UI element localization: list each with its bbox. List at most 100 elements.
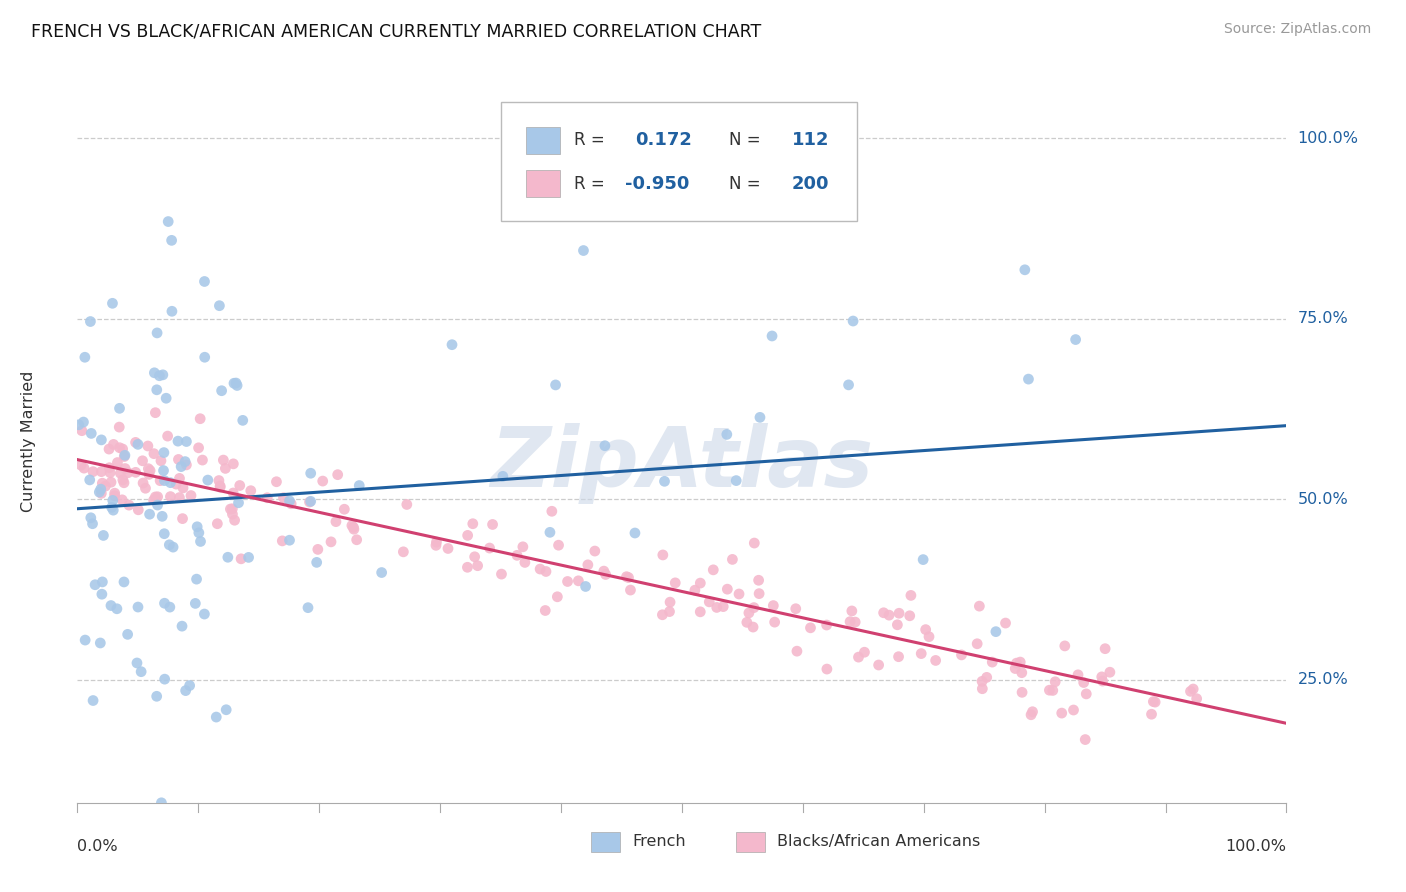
Point: [425, 535, 447, 549]
Point: [478, 541, 501, 555]
Point: [572, 244, 595, 258]
Point: [93, 528, 115, 542]
Text: Currently Married: Currently Married: [21, 371, 37, 512]
Point: [159, 490, 181, 504]
Point: [467, 558, 489, 573]
Point: [124, 466, 146, 480]
Point: [853, 645, 876, 659]
Point: [815, 662, 838, 676]
Point: [326, 467, 349, 482]
Point: [222, 376, 245, 391]
Point: [815, 618, 838, 632]
Point: [108, 441, 131, 455]
Point: [984, 624, 1007, 639]
Point: [193, 275, 215, 289]
Point: [1005, 656, 1028, 670]
Point: [595, 567, 617, 582]
Point: [152, 464, 174, 478]
Point: [143, 366, 166, 380]
Point: [799, 621, 821, 635]
Point: [716, 427, 738, 442]
Point: [725, 474, 748, 488]
Point: [900, 588, 922, 602]
Point: [683, 583, 706, 598]
Point: [697, 595, 720, 609]
Point: [98, 466, 121, 480]
Point: [464, 549, 486, 564]
Point: [742, 536, 765, 550]
Point: [142, 493, 165, 508]
Point: [738, 606, 761, 620]
Point: [238, 550, 260, 565]
Text: 100.0%: 100.0%: [1226, 838, 1286, 854]
Point: [299, 494, 322, 508]
Point: [506, 549, 529, 563]
Point: [172, 481, 194, 495]
Point: [280, 497, 302, 511]
Point: [104, 489, 127, 503]
Point: [67, 417, 90, 432]
Point: [146, 498, 169, 512]
Point: [1074, 732, 1097, 747]
Point: [70, 458, 93, 473]
Point: [179, 679, 201, 693]
Point: [215, 703, 238, 717]
Point: [145, 490, 167, 504]
Point: [73, 461, 96, 475]
Point: [101, 493, 124, 508]
Point: [617, 570, 640, 584]
Point: [491, 567, 513, 582]
Text: 100.0%: 100.0%: [1298, 130, 1358, 145]
Point: [392, 545, 415, 559]
Point: [297, 600, 319, 615]
FancyBboxPatch shape: [526, 127, 560, 154]
Point: [340, 518, 363, 533]
Point: [924, 653, 946, 667]
Point: [72, 415, 94, 429]
Point: [89, 485, 111, 500]
Point: [1050, 706, 1073, 720]
Point: [872, 606, 894, 620]
Point: [112, 475, 135, 490]
Point: [592, 564, 614, 578]
Point: [664, 575, 686, 590]
Point: [1043, 674, 1066, 689]
Point: [138, 507, 160, 521]
Point: [131, 454, 153, 468]
Text: FRENCH VS BLACK/AFRICAN AMERICAN CURRENTLY MARRIED CORRELATION CHART: FRENCH VS BLACK/AFRICAN AMERICAN CURRENT…: [31, 22, 761, 40]
Point: [139, 464, 162, 478]
Point: [186, 572, 208, 586]
Point: [1091, 674, 1114, 689]
Point: [333, 502, 356, 516]
Point: [886, 617, 908, 632]
Point: [80, 510, 103, 524]
Point: [98, 460, 121, 475]
Text: ZipAtlas: ZipAtlas: [491, 423, 873, 504]
Point: [212, 453, 235, 467]
Point: [217, 550, 239, 565]
Point: [117, 627, 139, 641]
Point: [748, 574, 770, 588]
Text: 50.0%: 50.0%: [1298, 491, 1348, 507]
Point: [219, 502, 242, 516]
Point: [153, 526, 176, 541]
Text: 0.172: 0.172: [634, 131, 692, 149]
FancyBboxPatch shape: [501, 102, 858, 221]
Point: [159, 475, 181, 490]
Point: [346, 533, 368, 547]
Point: [184, 596, 207, 610]
Point: [624, 526, 647, 541]
Point: [457, 528, 479, 542]
FancyBboxPatch shape: [526, 169, 560, 197]
Point: [103, 437, 125, 451]
Text: French: French: [633, 834, 686, 849]
Point: [207, 516, 229, 531]
Point: [513, 556, 536, 570]
Point: [193, 607, 215, 621]
Point: [148, 368, 170, 383]
Point: [101, 296, 124, 310]
Point: [156, 429, 179, 443]
Point: [149, 474, 172, 488]
Point: [567, 574, 589, 588]
Text: 200: 200: [792, 175, 830, 193]
